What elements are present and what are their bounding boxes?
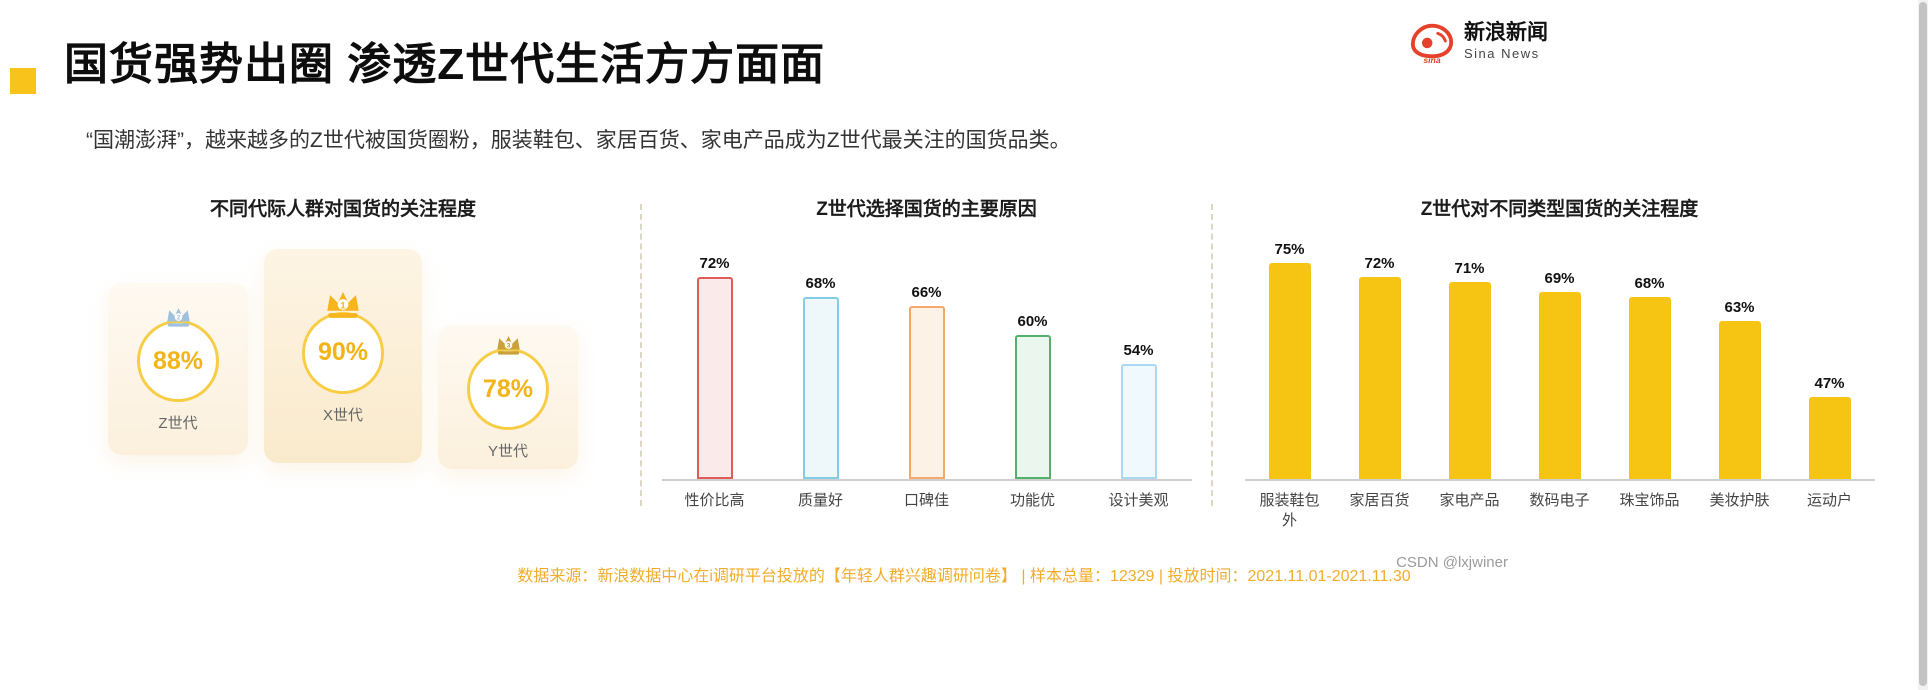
logo-name-cn: 新浪新闻 <box>1464 20 1548 44</box>
bar-value-label: 68% <box>805 275 836 292</box>
bar-column: 66% <box>874 284 980 479</box>
bar <box>1808 397 1851 479</box>
category-labels: 服装鞋包 外 家居百货 家电产品 数码电子 珠宝饰品 美妆护肤 运动户 <box>1245 481 1875 532</box>
bar <box>1268 263 1311 479</box>
bar-category-label: 家电产品 <box>1439 492 1500 509</box>
scrollbar <box>1918 0 1928 690</box>
accent-square <box>10 68 36 94</box>
percentage-badge: 88% <box>137 320 219 402</box>
chart-generations: 不同代际人群对国货的关注程度 2 88% Z世代 1 <box>48 194 638 532</box>
page-title: 国货强势出圈 渗透Z世代生活方方面面 <box>64 40 826 89</box>
bar-value-label: 72% <box>699 255 730 272</box>
chart-reasons: Z世代选择国货的主要原因 72% 68% 66% 60% 54% 性价比高 质量好 口碑佳 功… <box>644 194 1209 532</box>
bar-category-label: 性价比高 <box>684 492 745 509</box>
chart-title: Z世代选择国货的主要原因 <box>816 199 1037 220</box>
bar-value-label: 72% <box>1364 255 1395 272</box>
bar-value-label: 66% <box>911 284 942 301</box>
bar-value-label: 47% <box>1814 375 1845 392</box>
chart-title: Z世代对不同类型国货的关注程度 <box>1420 199 1699 220</box>
bar <box>696 277 733 479</box>
sina-eye-icon: sina <box>1410 23 1454 64</box>
logo-name-en: Sina News <box>1464 46 1540 62</box>
data-source-note: 数据来源：新浪数据中心在i调研平台投放的【年轻人群兴趣调研问卷】 | 样本总量：… <box>517 567 1411 585</box>
logo-text: 新浪新闻 Sina News <box>1464 21 1548 61</box>
bar-category-label: 美妆护肤 <box>1709 492 1770 509</box>
bar-category-label: 服装鞋包 外 <box>1259 492 1320 530</box>
plot-area: 75% 72% 71% 69% 68% 63% 47% <box>1244 235 1875 481</box>
bar-category-label: 数码电子 <box>1529 492 1590 509</box>
sina-news-logo: sina 新浪新闻 Sina News <box>1409 18 1548 64</box>
charts-row: 不同代际人群对国货的关注程度 2 88% Z世代 1 <box>0 194 1928 532</box>
chart-title: 不同代际人群对国货的关注程度 <box>209 199 476 220</box>
bar-column: 63% <box>1695 299 1785 479</box>
generation-label: X世代 <box>322 406 363 424</box>
chart-categories: Z世代对不同类型国货的关注程度 75% 72% 71% 69% 68% 63% 47% 服装… <box>1215 194 1904 532</box>
bar-value-label: 75% <box>1274 241 1305 258</box>
bar-category-label: 功能优 <box>1009 492 1055 509</box>
podium: 2 88% Z世代 1 90% X世代 <box>48 249 638 469</box>
silver-crown-icon: 2 <box>166 308 190 327</box>
svg-text:sina: sina <box>1423 55 1440 64</box>
bar-value-label: 71% <box>1454 260 1485 277</box>
generation-card-z: 2 88% Z世代 <box>108 283 248 455</box>
svg-text:1: 1 <box>340 299 345 310</box>
bar-value-label: 60% <box>1017 313 1048 330</box>
generation-card-y: 3 78% Y世代 <box>438 325 578 469</box>
dashed-divider <box>640 204 642 506</box>
bar <box>1014 335 1051 479</box>
bar <box>1628 297 1671 479</box>
dashed-divider <box>1211 204 1213 506</box>
bar-column: 68% <box>768 275 874 479</box>
bar-column: 54% <box>1086 342 1192 479</box>
bronze-crown-icon: 3 <box>496 336 520 355</box>
csdn-watermark: CSDN @lxjwiner <box>1396 553 1508 571</box>
bar-column: 75% <box>1245 241 1335 479</box>
scrollbar-thumb[interactable] <box>1919 2 1927 686</box>
bar-chart: 72% 68% 66% 60% 54% 性价比高 质量好 口碑佳 功能优 设计美观 <box>644 235 1209 511</box>
bar-value-label: 63% <box>1724 299 1755 316</box>
svg-text:2: 2 <box>176 315 180 322</box>
bar-value-label: 69% <box>1544 270 1575 287</box>
bar <box>1358 277 1401 479</box>
bar-column: 47% <box>1785 375 1875 479</box>
gold-crown-icon: 1 <box>327 291 359 318</box>
category-labels: 性价比高 质量好 口碑佳 功能优 设计美观 <box>662 481 1192 511</box>
bar-category-label: 口碑佳 <box>903 492 949 509</box>
bar-value-label: 54% <box>1123 342 1154 359</box>
bar-value-label: 68% <box>1634 275 1665 292</box>
page-subtitle: “国潮澎湃”，越来越多的Z世代被国货圈粉，服装鞋包、家居百货、家电产品成为Z世代… <box>86 129 1071 152</box>
percentage-badge: 90% <box>302 311 384 394</box>
bar <box>1448 282 1491 479</box>
bar-column: 71% <box>1425 260 1515 479</box>
bar-column: 72% <box>1335 255 1425 479</box>
bar-column: 60% <box>980 313 1086 479</box>
percentage-badge: 78% <box>467 348 549 430</box>
bar-category-label: 珠宝饰品 <box>1619 492 1680 509</box>
bar <box>1538 292 1581 479</box>
bar-column: 68% <box>1605 275 1695 479</box>
bar-category-label: 设计美观 <box>1108 492 1169 509</box>
generation-card-x: 1 90% X世代 <box>264 249 422 463</box>
footer: 数据来源：新浪数据中心在i调研平台投放的【年轻人群兴趣调研问卷】 | 样本总量：… <box>0 554 1928 586</box>
bar-chart: 75% 72% 71% 69% 68% 63% 47% 服装鞋包 外 家居百货 家电产品 数码电子… <box>1215 235 1904 532</box>
generation-label: Y世代 <box>487 443 528 460</box>
svg-text:3: 3 <box>506 343 510 350</box>
bar-category-label: 运动户 <box>1806 492 1852 509</box>
bar-column: 69% <box>1515 270 1605 479</box>
bar-column: 72% <box>662 255 768 479</box>
generation-label: Z世代 <box>158 415 198 432</box>
bar <box>1120 364 1157 479</box>
bar <box>1718 321 1761 479</box>
bar <box>802 297 839 479</box>
bar-category-label: 质量好 <box>797 492 843 509</box>
plot-area: 72% 68% 66% 60% 54% <box>661 235 1192 481</box>
bar <box>908 306 945 479</box>
bar-category-label: 家居百货 <box>1349 492 1410 509</box>
